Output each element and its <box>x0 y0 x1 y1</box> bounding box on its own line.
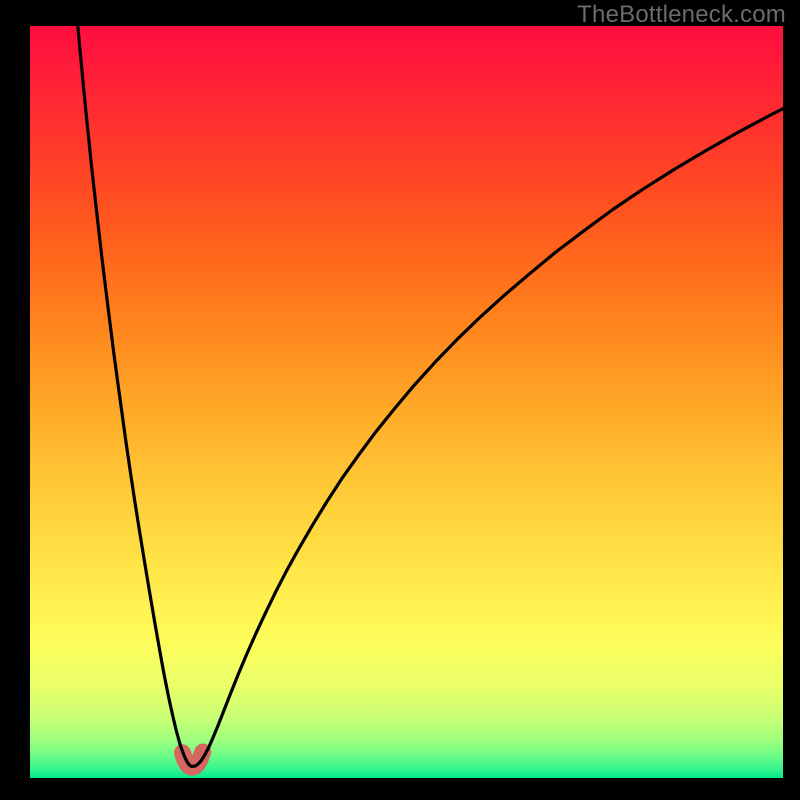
curve-layer <box>30 26 783 778</box>
bottleneck-curve <box>78 26 783 766</box>
stage: TheBottleneck.com <box>0 0 800 800</box>
plot-area <box>30 26 783 778</box>
watermark-text: TheBottleneck.com <box>577 1 786 29</box>
